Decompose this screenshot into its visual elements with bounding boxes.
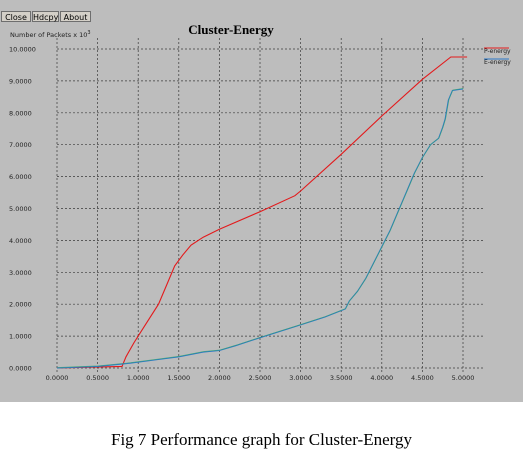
close-button[interactable]: Close — [1, 11, 31, 22]
xgraph-window: Close Hdcpy About Cluster-Energy Number … — [0, 0, 523, 402]
x-tick-label: 0.0000 — [46, 374, 69, 382]
y-tick-label: 7.0000 — [9, 141, 32, 149]
y-axis-label-base: Number of Packets x 10 — [10, 31, 87, 39]
tick-labels: 0.0000 1.0000 2.0000 3.0000 4.0000 5.0000 6.00… — [9, 46, 474, 383]
x-tick-label: 2.0000 — [208, 374, 231, 382]
y-tick-label: 8.0000 — [9, 109, 32, 117]
y-axis-label-exponent: 3 — [87, 30, 90, 36]
chart-title: Cluster-Energy — [188, 22, 274, 37]
series-lines — [56, 56, 468, 369]
y-tick-label: 6.0000 — [9, 173, 32, 181]
y-tick-label: 4.0000 — [9, 237, 32, 245]
grid — [56, 38, 483, 372]
x-tick-label: 5.0000 — [452, 374, 475, 382]
x-tick-label: 3.0000 — [289, 374, 312, 382]
x-tick-label: 1.0000 — [127, 374, 150, 382]
legend-label: E-energy — [484, 59, 511, 66]
x-tick-label: 3.5000 — [330, 374, 353, 382]
x-tick-label: 1.5000 — [167, 374, 190, 382]
y-tick-label: 3.0000 — [9, 269, 32, 277]
hdcpy-button[interactable]: Hdcpy — [32, 11, 59, 22]
x-tick-label: 0.5000 — [86, 374, 109, 382]
about-button[interactable]: About — [60, 11, 91, 22]
series-line-shadow — [57, 88, 464, 368]
performance-chart: Cluster-Energy Number of Packets x 103 0… — [9, 22, 511, 383]
series-line-p-energy — [56, 56, 468, 369]
x-tick-label: 4.5000 — [411, 374, 434, 382]
y-tick-label: 5.0000 — [9, 205, 32, 213]
y-axis-label: Number of Packets x 103 — [10, 30, 91, 39]
legend: P-energy E-energy — [484, 47, 511, 66]
figure-caption: Fig 7 Performance graph for Cluster-Ener… — [110, 430, 412, 449]
x-tick-label: 2.5000 — [249, 374, 272, 382]
y-tick-label: 2.0000 — [9, 301, 32, 309]
x-tick-label: 4.0000 — [370, 374, 393, 382]
y-tick-label: 9.0000 — [9, 77, 32, 85]
legend-label: P-energy — [484, 48, 511, 55]
y-tick-label: 0.0000 — [9, 365, 32, 373]
y-tick-label: 10.0000 — [9, 46, 36, 54]
y-tick-label: 1.0000 — [9, 333, 32, 341]
